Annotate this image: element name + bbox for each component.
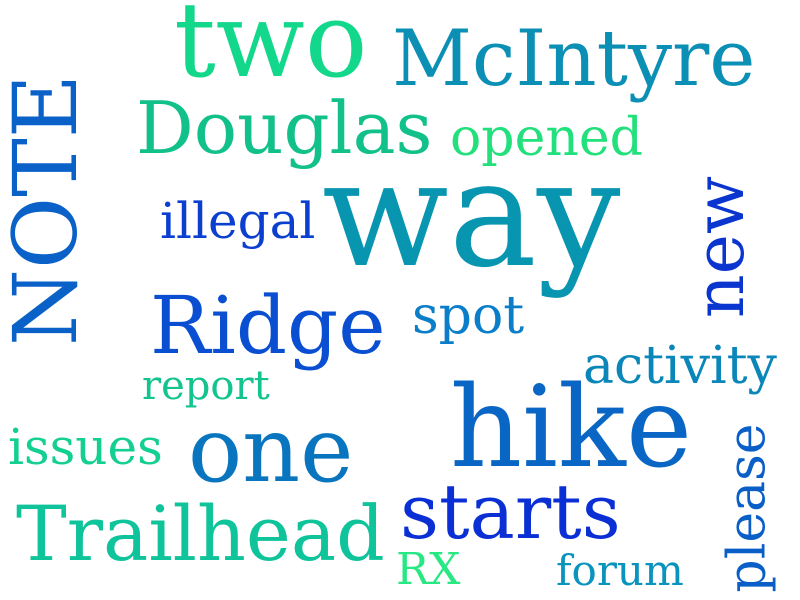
word-two: two [174, 0, 368, 101]
word-one: one [188, 398, 354, 503]
word-rx: RX [396, 544, 461, 595]
word-starts: starts [400, 467, 621, 556]
word-trailhead: Trailhead [16, 489, 385, 578]
word-forum: forum [556, 546, 684, 595]
word-spot: spot [412, 286, 525, 346]
word-new: new [681, 175, 761, 319]
word-hike: hike [450, 363, 693, 493]
word-activity: activity [583, 336, 777, 396]
word-ridge: Ridge [150, 279, 386, 372]
word-please: please [717, 423, 778, 593]
word-report: report [142, 363, 270, 409]
word-note: NOTE [0, 73, 98, 347]
word-illegal: illegal [160, 192, 316, 250]
word-douglas: Douglas [136, 86, 433, 170]
word-issues: issues [8, 418, 163, 476]
word-mcintyre: McIntyre [392, 14, 756, 104]
word-way: way [322, 128, 621, 300]
word-opened: opened [450, 108, 643, 168]
